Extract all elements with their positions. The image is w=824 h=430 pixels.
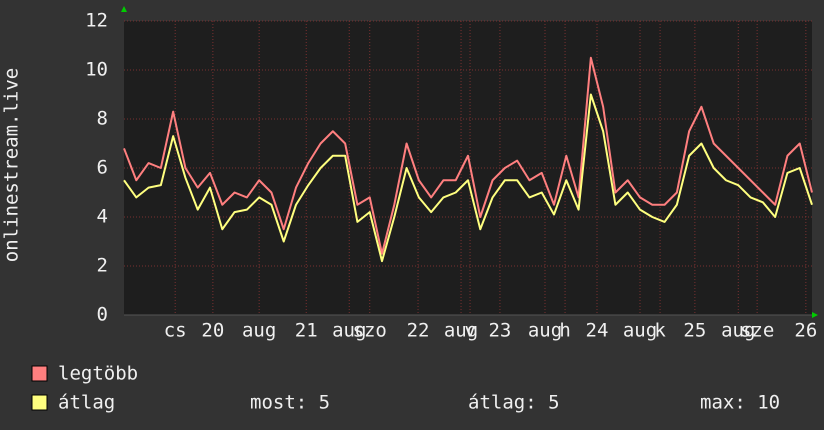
series-line [123, 93, 813, 263]
x-tick-label: 26 [794, 320, 817, 342]
stat-label: max: 10 [700, 392, 780, 414]
x-tick-label: 24 [586, 320, 609, 342]
x-tick-label: aug [528, 320, 562, 342]
x-tick-label: aug [332, 320, 366, 342]
x-tick-label: k [654, 320, 666, 342]
x-tick-label: aug [623, 320, 657, 342]
y-tick-label: 0 [97, 304, 108, 326]
y-tick-label: 8 [97, 108, 108, 130]
y-axis-label: onlinestream.live [1, 68, 23, 262]
stat-label: átlag: 5 [468, 392, 560, 414]
x-tick-label: aug [242, 320, 276, 342]
y-tick-label: 2 [97, 255, 108, 277]
y-tick-label: 10 [85, 59, 108, 81]
x-tick-label: 21 [295, 320, 318, 342]
axis-arrow [812, 312, 818, 318]
x-tick-label: 22 [407, 320, 430, 342]
series-line [123, 56, 813, 255]
x-tick-label: szo [353, 320, 387, 342]
plot-area [124, 21, 812, 315]
x-tick-label: h [559, 320, 570, 342]
x-tick-label: cs [164, 320, 187, 342]
y-tick-label: 4 [97, 206, 108, 228]
stat-label: most: 5 [250, 392, 330, 414]
x-tick-label: sze [740, 320, 774, 342]
x-tick-label: 23 [488, 320, 511, 342]
y-tick-label: 6 [97, 157, 108, 179]
legend-swatch [31, 394, 48, 411]
x-tick-label: 25 [683, 320, 706, 342]
x-tick-label: v [464, 320, 475, 342]
legend-label: átlag [58, 392, 115, 414]
x-tick-label: aug [444, 320, 478, 342]
x-tick-label: aug [721, 320, 755, 342]
axis-arrow [121, 6, 127, 12]
x-tick-label: 20 [201, 320, 224, 342]
y-tick-label: 12 [85, 10, 108, 32]
legend-label: legtöbb [58, 363, 138, 385]
legend-swatch [31, 365, 48, 382]
